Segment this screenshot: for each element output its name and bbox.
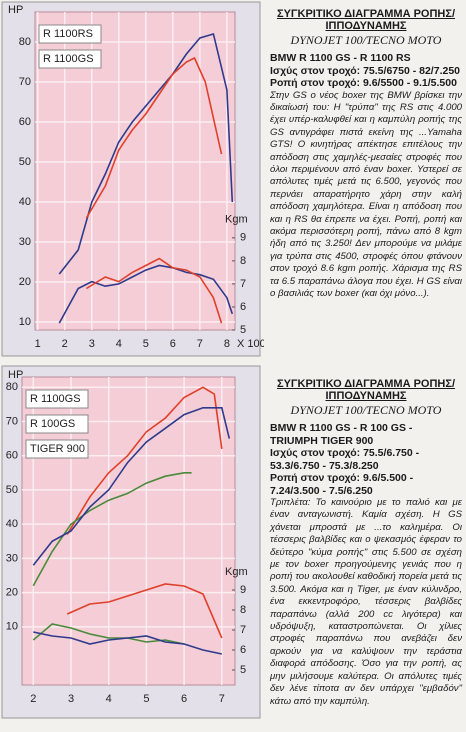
series-line xyxy=(58,264,234,324)
y2-axis-label: Kgm xyxy=(225,214,248,226)
x-tick-label: 5 xyxy=(143,338,149,350)
legend-label: TIGER 900 xyxy=(30,443,85,455)
x-tick-label: 8 xyxy=(224,338,230,350)
y-tick-label: 20 xyxy=(19,276,31,288)
x-tick-label: 6 xyxy=(181,693,187,705)
y-tick-label: 10 xyxy=(6,621,18,633)
article: ΣΥΓΚΡΙΤΙΚΟ ΔΙΑΓΡΑΜΜΑ ΡΟΠΗΣ/ΙΠΠΟΔΥΝΑΜΗΣ D… xyxy=(270,8,462,300)
y-tick-label: 50 xyxy=(19,156,31,168)
x-tick-label: 7 xyxy=(219,693,225,705)
legend-box xyxy=(25,439,89,459)
legend-label: R 1100GS xyxy=(43,53,94,65)
y2-tick-label: 9 xyxy=(240,584,246,596)
y-tick-label: 20 xyxy=(6,587,18,599)
y2-tick-label: 9 xyxy=(240,232,246,244)
y2-tick-label: 5 xyxy=(240,664,246,676)
article-title: ΣΥΓΚΡΙΤΙΚΟ ΔΙΑΓΡΑΜΜΑ ΡΟΠΗΣ/ΙΠΠΟΔΥΝΑΜΗΣ xyxy=(276,8,456,32)
x-tick-label: 7 xyxy=(197,338,203,350)
charts: 1 2 3 4 5 6 7 8 10 20 30 40 50 60 70 80 5 6 7 8 9 HP Kgm X 1000… xyxy=(1,1,264,719)
x-tick-label: 3 xyxy=(68,693,74,705)
y2-tick-label: 5 xyxy=(240,324,246,336)
y2-tick-label: 8 xyxy=(240,604,246,616)
y2-tick-label: 6 xyxy=(240,301,246,313)
article-subtitle: DYNOJET 100/TECNO MOTO xyxy=(290,403,442,417)
heading: BMW R 1100 GS - R 1100 RS xyxy=(270,52,411,64)
y-axis-label: HP xyxy=(8,369,23,381)
power: Ισχύς στον τροχό: 75.5/6750 - 82/7.250 xyxy=(270,64,461,77)
y2-tick-label: 6 xyxy=(240,644,246,656)
body: Στην GS ο νέος boxer της BMW βρίσκει την… xyxy=(270,89,462,300)
body: Τριπλέτα: Το καινούριο με το παλιό και μ… xyxy=(270,497,462,707)
torque: Ροπή στον τροχό: 9.6/5500 - 9.1/5.500 xyxy=(270,77,457,89)
series-line xyxy=(66,583,223,639)
y-tick-label: 40 xyxy=(6,518,18,530)
y-tick-label: 40 xyxy=(19,196,31,208)
series-line xyxy=(66,386,223,535)
legend-box xyxy=(38,49,102,69)
series-line xyxy=(85,56,223,219)
y2-tick-label: 7 xyxy=(240,278,246,290)
y-tick-label: 50 xyxy=(6,484,18,496)
y2-axis-label: Kgm xyxy=(225,566,248,578)
x-tick-label: 4 xyxy=(116,338,122,350)
y-tick-label: 80 xyxy=(6,381,18,393)
x-tick-label: 2 xyxy=(62,338,68,350)
torque: Ροπή στον τροχό: 9.6/5.500 - 7.24/3.500 … xyxy=(270,472,414,497)
legend-box xyxy=(25,414,89,434)
y-tick-label: 60 xyxy=(6,450,18,462)
y-axis-label: HP xyxy=(8,4,23,16)
y-tick-label: 10 xyxy=(19,316,31,328)
article-subtitle: DYNOJET 100/TECNO MOTO xyxy=(290,33,442,47)
article-title: ΣΥΓΚΡΙΤΙΚΟ ΔΙΑΓΡΑΜΜΑ ΡΟΠΗΣ/ΙΠΠΟΔΥΝΑΜΗΣ xyxy=(276,378,456,402)
legend-label: R 100GS xyxy=(30,418,75,430)
y-tick-label: 80 xyxy=(19,36,31,48)
y-tick-label: 60 xyxy=(19,116,31,128)
y2-tick-label: 8 xyxy=(240,255,246,267)
x-tick-label: 6 xyxy=(170,338,176,350)
heading: BMW R 1100 GS - R 100 GS - TRIUMPH TIGER… xyxy=(270,422,413,447)
series-line xyxy=(33,631,222,655)
x-tick-label: 1 xyxy=(35,338,41,350)
power: Ισχύς στον τροχό: 75.5/6.750 - 53.3/6.75… xyxy=(270,447,420,472)
legend-box xyxy=(38,24,102,44)
article: ΣΥΓΚΡΙΤΙΚΟ ΔΙΑΓΡΑΜΜΑ ΡΟΠΗΣ/ΙΠΠΟΔΥΝΑΜΗΣ D… xyxy=(270,378,462,708)
x-tick-label: 5 xyxy=(143,693,149,705)
legend-label: R 1100RS xyxy=(43,28,93,40)
x-tick-label: 4 xyxy=(106,693,112,705)
y2-tick-label: 7 xyxy=(240,624,246,636)
series-line xyxy=(32,472,192,587)
legend-label: R 1100GS xyxy=(30,393,81,405)
series-line xyxy=(85,257,223,324)
y-tick-label: 70 xyxy=(19,76,31,88)
legend-box xyxy=(25,389,89,409)
y-tick-label: 30 xyxy=(6,552,18,564)
x-axis-label: X 1000 xyxy=(237,338,264,350)
series-line xyxy=(58,32,234,275)
y-tick-label: 70 xyxy=(6,415,18,427)
y-tick-label: 30 xyxy=(19,236,31,248)
x-tick-label: 3 xyxy=(89,338,95,350)
x-tick-label: 2 xyxy=(30,693,36,705)
series-line xyxy=(32,407,231,566)
